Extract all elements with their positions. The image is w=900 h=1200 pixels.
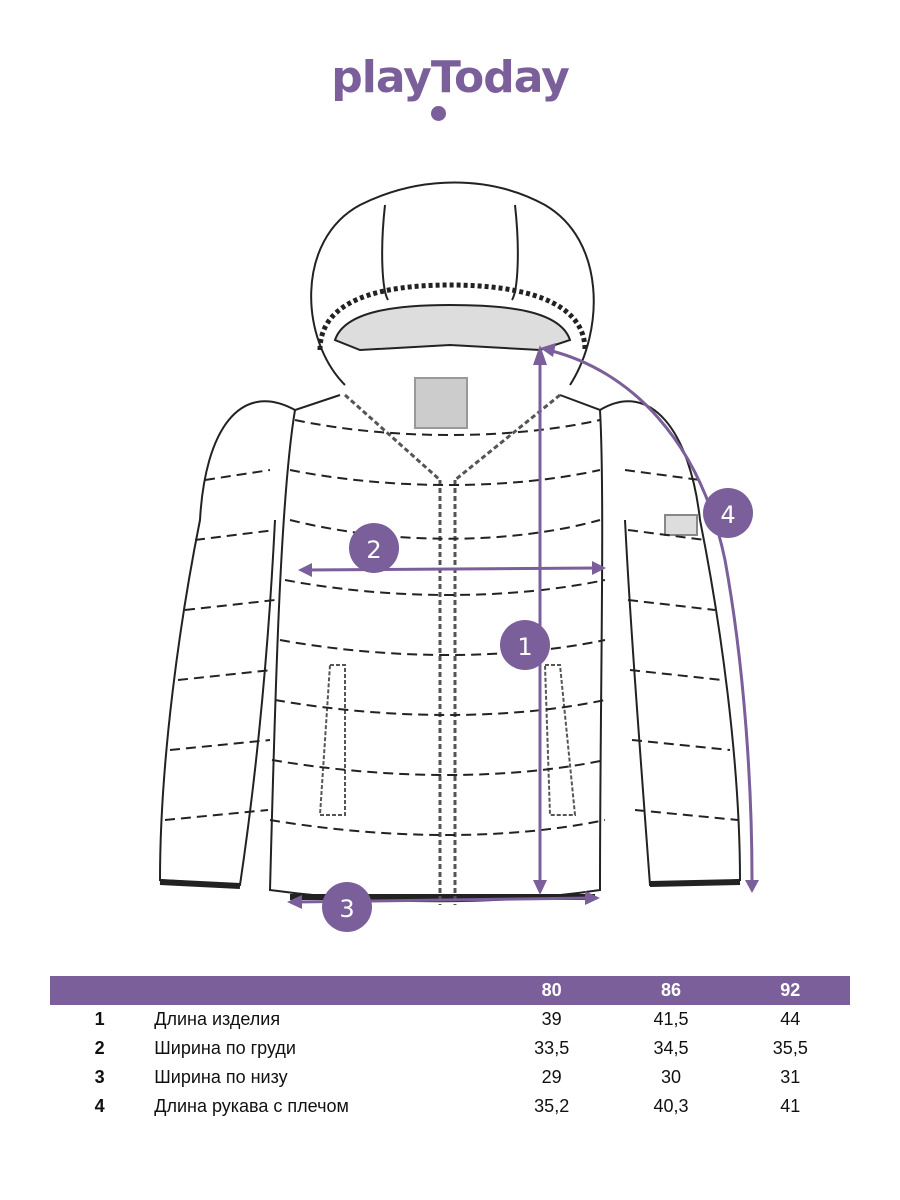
logo-dot bbox=[431, 106, 446, 121]
marker-2: 2 bbox=[349, 523, 399, 573]
arrow-2-line bbox=[304, 566, 599, 572]
value-cell: 29 bbox=[541, 1067, 562, 1087]
marker-4: 4 bbox=[703, 488, 753, 538]
size-header: 92 bbox=[730, 976, 850, 1005]
value-cell: 34,5 bbox=[653, 1038, 689, 1058]
table-row: 3 Ширина по низу 29 30 31 bbox=[50, 1063, 850, 1092]
value-cell: 33,5 bbox=[534, 1038, 570, 1058]
marker-2-label: 2 bbox=[366, 536, 381, 564]
size-header: 86 bbox=[611, 976, 731, 1005]
measure-name: Ширина по груди bbox=[154, 1038, 296, 1058]
marker-1: 1 bbox=[500, 620, 550, 670]
measure-name: Длина рукава с плечом bbox=[154, 1096, 349, 1116]
value-cell: 40,3 bbox=[653, 1096, 689, 1116]
value-cell: 31 bbox=[780, 1067, 801, 1087]
size-header: 80 bbox=[492, 976, 612, 1005]
table-row: 4 Длина рукава с плечом 35,2 40,3 41 bbox=[50, 1092, 850, 1121]
marker-4-label: 4 bbox=[720, 501, 735, 529]
value-cell: 30 bbox=[660, 1067, 681, 1087]
measure-name: Длина изделия bbox=[154, 1009, 281, 1029]
value-cell: 35,2 bbox=[534, 1096, 570, 1116]
value-cell: 35,5 bbox=[772, 1038, 808, 1058]
size-table-header: 80 86 92 bbox=[50, 976, 850, 1005]
marker-1-label: 1 bbox=[517, 633, 532, 661]
table-row: 2 Ширина по груди 33,5 34,5 35,5 bbox=[50, 1034, 850, 1063]
arrow-4-line bbox=[547, 348, 754, 881]
value-cell: 41 bbox=[780, 1096, 801, 1116]
measurement-arrows bbox=[287, 343, 759, 909]
row-number: 2 bbox=[94, 1038, 105, 1058]
table-row: 1 Длина изделия 39 41,5 44 bbox=[50, 1005, 850, 1034]
jacket-outline bbox=[158, 181, 742, 905]
logo-text: playToday bbox=[331, 52, 570, 103]
measure-name: Ширина по низу bbox=[154, 1067, 288, 1087]
row-number: 1 bbox=[94, 1009, 105, 1029]
value-cell: 39 bbox=[541, 1009, 562, 1029]
row-number: 3 bbox=[94, 1067, 105, 1087]
jacket-diagram: 1 2 3 4 bbox=[158, 181, 759, 932]
marker-3: 3 bbox=[322, 882, 372, 932]
value-cell: 44 bbox=[780, 1009, 801, 1029]
size-table: 80 86 92 1 Длина изделия 39 41,5 44 2 Ши… bbox=[50, 976, 850, 1121]
quilting-lines bbox=[164, 419, 739, 836]
brand-logo: playToday bbox=[330, 52, 570, 124]
value-cell: 41,5 bbox=[653, 1009, 689, 1029]
marker-3-label: 3 bbox=[339, 895, 354, 923]
row-number: 4 bbox=[94, 1096, 105, 1116]
